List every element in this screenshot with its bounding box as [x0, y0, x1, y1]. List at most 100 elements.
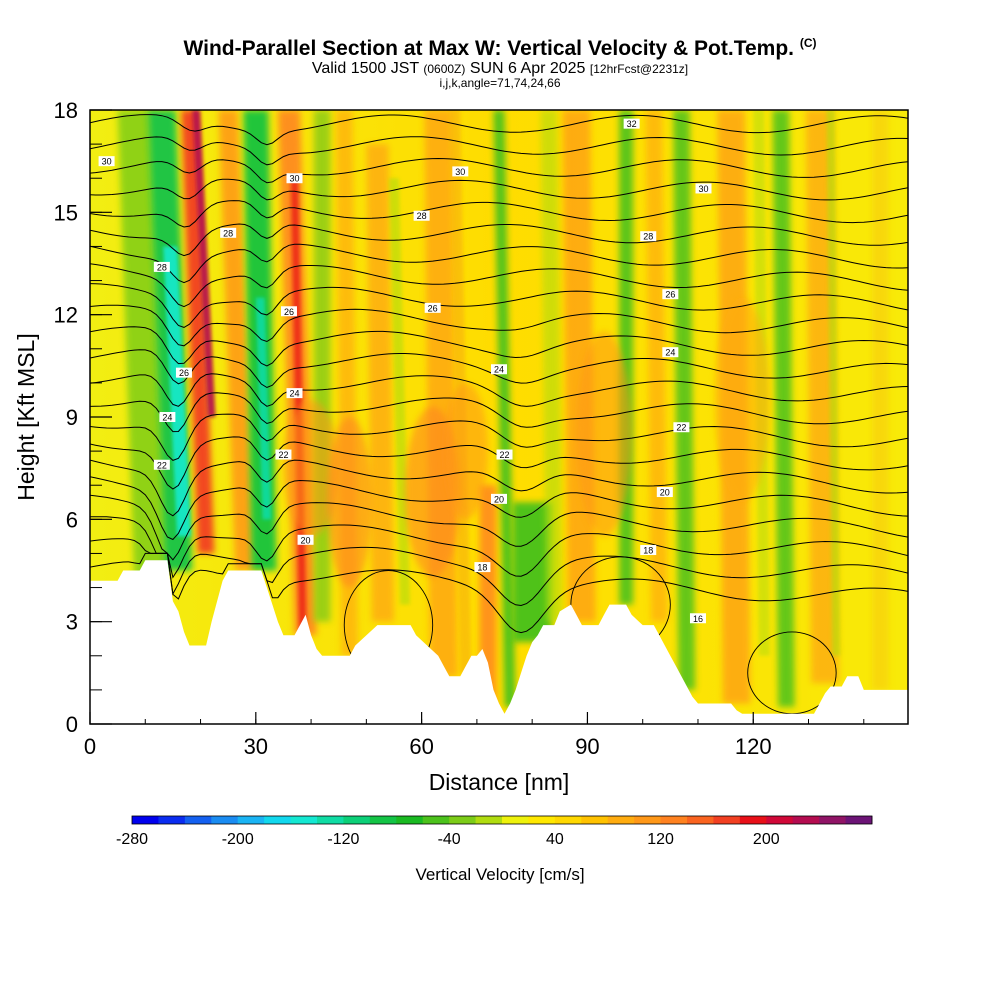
- theta-contour-line: [90, 243, 908, 284]
- colorbar-swatch: [449, 816, 476, 824]
- colorbar-swatch: [819, 816, 846, 824]
- theta-contour-line: [90, 459, 908, 517]
- label-background: [491, 364, 507, 375]
- theta-contour-label: 28: [640, 231, 657, 242]
- label-text: 22: [157, 460, 167, 470]
- theta-contour-label: 22: [496, 449, 513, 460]
- label-background: [640, 545, 657, 556]
- label-text: 20: [494, 494, 504, 504]
- label-background: [286, 173, 303, 184]
- label-background: [98, 156, 115, 167]
- theta-contour-label: 26: [175, 367, 192, 378]
- valid-utc: (0600Z): [423, 62, 466, 76]
- colorbar-swatch: [687, 816, 714, 824]
- theta-contour-label: 22: [153, 459, 170, 470]
- label-text: 20: [301, 535, 311, 545]
- theta-contour-label: 24: [491, 364, 507, 375]
- theta-contour-label: 24: [662, 347, 679, 358]
- label-text: 20: [660, 488, 670, 498]
- label-text: 26: [284, 307, 294, 317]
- chart-title: Wind-Parallel Section at Max W: Vertical…: [0, 36, 1000, 61]
- theta-contour-line: [90, 223, 908, 257]
- colorbar-swatch: [528, 816, 556, 824]
- label-text: 16: [693, 614, 703, 624]
- theta-contour-line: [90, 114, 908, 146]
- colorbar-tick-label: -200: [222, 831, 254, 848]
- label-text: 26: [665, 290, 675, 300]
- label-text: 28: [157, 262, 167, 272]
- theta-contour-line: [90, 178, 908, 201]
- colorbar-tick-label: 200: [753, 831, 780, 848]
- colorbar-swatch: [713, 816, 741, 824]
- potential-temperature-contours: 30 28 30 28 26 26 24 24 22 22 20 28 30 26 24 22 20 18 32 30…: [90, 114, 908, 715]
- label-background: [673, 422, 690, 433]
- colorbar-swatch: [792, 816, 820, 824]
- velocity-band: [512, 502, 552, 643]
- label-text: 32: [627, 119, 637, 129]
- axes: 0 30 60 90 120 0 3 6 9 12 15 18 Distance [nm] Height …: [13, 98, 909, 795]
- theta-contour-line: [90, 538, 908, 607]
- label-text: 30: [698, 184, 708, 194]
- colorbar-swatch: [422, 816, 450, 824]
- colorbar-swatch: [554, 816, 582, 824]
- y-tick-label: 6: [66, 507, 78, 532]
- chart-title-text: Wind-Parallel Section at Max W: Vertical…: [183, 37, 794, 60]
- velocity-band: [389, 178, 411, 605]
- colorbar-swatch: [660, 816, 688, 824]
- copyright-mark: (C): [799, 36, 817, 50]
- theta-contour-line: [90, 552, 908, 634]
- label-text: 30: [455, 167, 465, 177]
- theta-contour-label: 18: [474, 562, 491, 573]
- velocity-band: [673, 110, 696, 690]
- label-text: 28: [643, 232, 653, 242]
- label-background: [175, 367, 192, 378]
- label-background: [452, 166, 469, 177]
- label-background: [280, 306, 297, 317]
- label-background: [159, 412, 176, 422]
- x-tick-label: 60: [409, 734, 433, 759]
- label-background: [656, 487, 673, 498]
- theta-contour-label: 30: [286, 173, 303, 184]
- velocity-band: [163, 246, 191, 537]
- colorbar-swatch: [396, 816, 424, 824]
- colorbar-tick-label: -40: [438, 831, 461, 848]
- velocity-band: [493, 110, 516, 707]
- theta-contour-label: 30: [98, 156, 115, 167]
- theta-contour-line: [90, 373, 908, 407]
- colorbar-swatch: [845, 816, 873, 824]
- valid-time: Valid 1500 JST: [311, 60, 419, 77]
- label-background: [662, 289, 679, 300]
- theta-contour-label: 22: [275, 449, 292, 460]
- colorbar-swatch: [343, 816, 371, 824]
- theta-contour-line: [90, 283, 908, 328]
- theta-contour-line: [90, 413, 908, 461]
- theta-contour-label: 28: [220, 227, 237, 238]
- theta-contour-label: 32: [623, 118, 640, 129]
- colorbar-swatch: [237, 816, 265, 824]
- theta-contour-label: 20: [491, 493, 507, 504]
- label-text: 28: [417, 211, 427, 221]
- theta-contour-line: [90, 136, 908, 166]
- grid-info: i,j,k,angle=71,74,24,66: [439, 76, 561, 90]
- velocity-patch: [283, 399, 339, 537]
- theta-contour-label: 24: [159, 412, 176, 423]
- label-text: 24: [289, 389, 299, 399]
- colorbar-swatch: [634, 816, 661, 824]
- theta-contour-label: 24: [286, 388, 303, 399]
- velocity-band: [540, 110, 563, 622]
- label-background: [413, 210, 430, 221]
- theta-contour-line: [90, 516, 908, 579]
- label-text: 28: [223, 228, 233, 238]
- colorbar-swatch: [607, 816, 635, 824]
- theta-contour-line: [90, 494, 908, 561]
- label-background: [695, 183, 712, 194]
- theta-contour-line: [90, 349, 908, 389]
- colorbar-swatch: [290, 816, 318, 824]
- label-background: [640, 231, 657, 242]
- label-text: 18: [643, 546, 653, 556]
- velocity-band: [826, 110, 841, 656]
- theta-contour-line: [90, 200, 908, 228]
- label-background: [623, 118, 640, 129]
- y-tick-label: 0: [66, 712, 78, 737]
- y-tick-label: 15: [54, 200, 78, 225]
